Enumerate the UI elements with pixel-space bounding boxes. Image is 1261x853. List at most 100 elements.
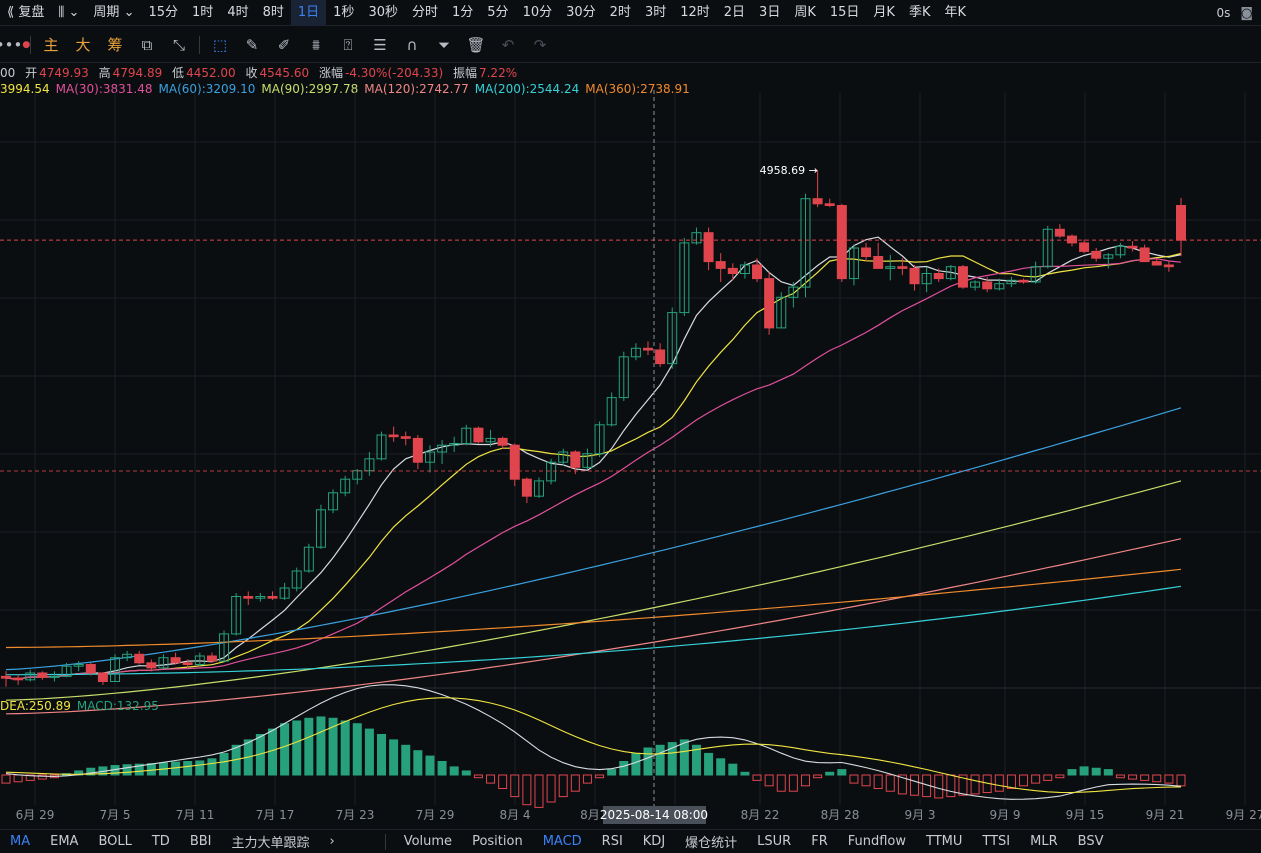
period-10[interactable]: 10分 <box>522 4 553 20</box>
macd-bar-93 <box>1128 774 1138 780</box>
sub-tab-8[interactable]: Fundflow <box>847 834 907 849</box>
candle-body-80 <box>970 281 981 288</box>
candle-body-59 <box>715 261 726 269</box>
sub-tab-9[interactable]: TTMU <box>926 834 963 849</box>
main-tab-4[interactable]: BBI <box>189 834 212 849</box>
main-tab-3[interactable]: TD <box>151 834 170 849</box>
text-tool-icon[interactable]: ⍰ <box>343 35 353 54</box>
undo-icon[interactable]: ↶ <box>501 35 515 54</box>
macd-bar-10 <box>122 764 132 776</box>
more-icon[interactable]: •••● <box>0 35 31 54</box>
ma-legend-item-2: MA(60):3209.10 <box>158 82 256 96</box>
period-19[interactable]: 月K <box>873 4 895 20</box>
macd-bar-80 <box>970 774 980 795</box>
crosshair-date-box <box>603 806 706 824</box>
macd-bar-48 <box>582 774 592 784</box>
macd-bar-2 <box>25 774 35 781</box>
main-tab-1[interactable]: EMA <box>50 834 79 849</box>
macd-bar-95 <box>1152 774 1162 783</box>
candle-body-36 <box>437 444 448 453</box>
period-17[interactable]: 周K <box>794 4 816 20</box>
screenshot-icon[interactable]: ⧉ <box>141 35 153 54</box>
trash-icon[interactable]: 🗑 <box>466 35 486 54</box>
pattern-icon[interactable]: ⩩ <box>311 35 320 54</box>
replay-button[interactable]: ⟪ 复盘 <box>7 4 45 20</box>
period-1[interactable]: 1时 <box>192 4 214 20</box>
sub-tab-2[interactable]: MACD <box>542 834 582 849</box>
macd-bar-41 <box>498 774 508 789</box>
brush-icon[interactable]: ✐ <box>277 35 291 54</box>
macd-bar-53 <box>643 747 653 776</box>
x-label-6: 8月 4 <box>499 808 530 822</box>
sub-tab-0[interactable]: Volume <box>403 834 453 849</box>
sub-tab-4[interactable]: KDJ <box>642 834 666 849</box>
period-16[interactable]: 3日 <box>759 4 781 20</box>
macd-bar-33 <box>401 744 411 776</box>
period-18[interactable]: 15日 <box>829 4 860 20</box>
filter-icon[interactable]: ⏷ <box>437 35 450 54</box>
sub-tab-7[interactable]: FR <box>811 834 828 849</box>
period-12[interactable]: 2时 <box>609 4 631 20</box>
macd-bar-89 <box>1079 766 1089 776</box>
sub-tab-11[interactable]: MLR <box>1030 834 1058 849</box>
ma14-line <box>5 252 1182 680</box>
candle-body-90 <box>1091 250 1102 259</box>
candles <box>1 169 1186 687</box>
ma-legend-item-3: MA(90):2997.78 <box>261 82 359 96</box>
sub-tab-1[interactable]: Position <box>472 834 523 849</box>
amplitude-value: 7.22% <box>478 66 518 80</box>
period-13[interactable]: 3时 <box>644 4 667 20</box>
period-21[interactable]: 年K <box>944 4 966 20</box>
period-8[interactable]: 1分 <box>452 4 474 20</box>
indicator-icon-button[interactable]: ⫼ ⌄ <box>51 0 86 26</box>
candle-body-35 <box>424 451 435 463</box>
sub-tab-3[interactable]: RSI <box>601 834 623 849</box>
sub-tab-5[interactable]: 爆仓统计 <box>685 836 738 851</box>
sub-tab-10[interactable]: TTSI <box>982 834 1011 849</box>
period-5[interactable]: 1秒 <box>333 4 355 20</box>
macd-bar-51 <box>619 761 629 776</box>
candle-body-81 <box>982 281 993 290</box>
macd-bar-56 <box>679 739 689 776</box>
price-chart[interactable]: 4958.69 → 6月 29 7月 5 7月 11 7月 17 7月 23 7月 29 8… <box>0 90 1261 830</box>
toggle-drawings-icon[interactable]: ⤡ <box>172 35 185 54</box>
note-icon[interactable]: ☰ <box>373 35 387 54</box>
period-11[interactable]: 30分 <box>566 4 596 20</box>
period-6[interactable]: 30秒 <box>368 4 398 20</box>
candle-body-44 <box>533 480 544 497</box>
sub-tab-6[interactable]: LSUR <box>757 834 792 849</box>
period-20[interactable]: 季K <box>908 4 931 20</box>
big-order-button[interactable]: 大 <box>75 36 91 54</box>
macd-bar-71 <box>861 774 871 787</box>
sub-tab-12[interactable]: BSV <box>1077 834 1104 849</box>
divider <box>384 833 386 850</box>
period-2[interactable]: 4时 <box>227 4 249 20</box>
period-9[interactable]: 5分 <box>487 4 509 20</box>
main-tab-2[interactable]: BOLL <box>98 834 132 849</box>
chip-distribution-button[interactable]: 筹 <box>107 36 123 54</box>
ruler-icon[interactable]: ✎ <box>245 35 259 54</box>
main-tab-0[interactable]: MA <box>10 834 31 849</box>
period-7[interactable]: 分时 <box>411 4 438 20</box>
ma200-line <box>6 585 1182 676</box>
candle-body-96 <box>1163 264 1174 268</box>
redo-icon[interactable]: ↷ <box>533 35 547 54</box>
candle-body-10 <box>122 653 133 659</box>
period-0[interactable]: 15分 <box>148 4 179 20</box>
period-15[interactable]: 2日 <box>723 4 746 20</box>
period-4[interactable]: 1日 <box>290 0 327 26</box>
main-tab-5[interactable]: 主力大单跟踪 <box>231 836 310 851</box>
main-chart-button[interactable]: 主 <box>43 36 59 54</box>
macd-bar-30 <box>364 728 374 776</box>
select-tool-icon[interactable]: ⬚ <box>212 35 228 54</box>
camera-icon[interactable]: ◙ <box>1240 5 1253 21</box>
magnet-icon[interactable]: ∩ <box>406 35 418 54</box>
chevron-right-icon[interactable]: › <box>329 834 335 849</box>
ohlc-time: 00 <box>0 66 16 80</box>
period-selector[interactable]: 周期 ⌄ <box>86 0 141 26</box>
candle-body-22 <box>267 596 278 599</box>
period-3[interactable]: 8时 <box>262 4 284 20</box>
candle-body-55 <box>667 312 678 365</box>
period-14[interactable]: 12时 <box>680 4 710 20</box>
candle-body-20 <box>243 596 254 599</box>
